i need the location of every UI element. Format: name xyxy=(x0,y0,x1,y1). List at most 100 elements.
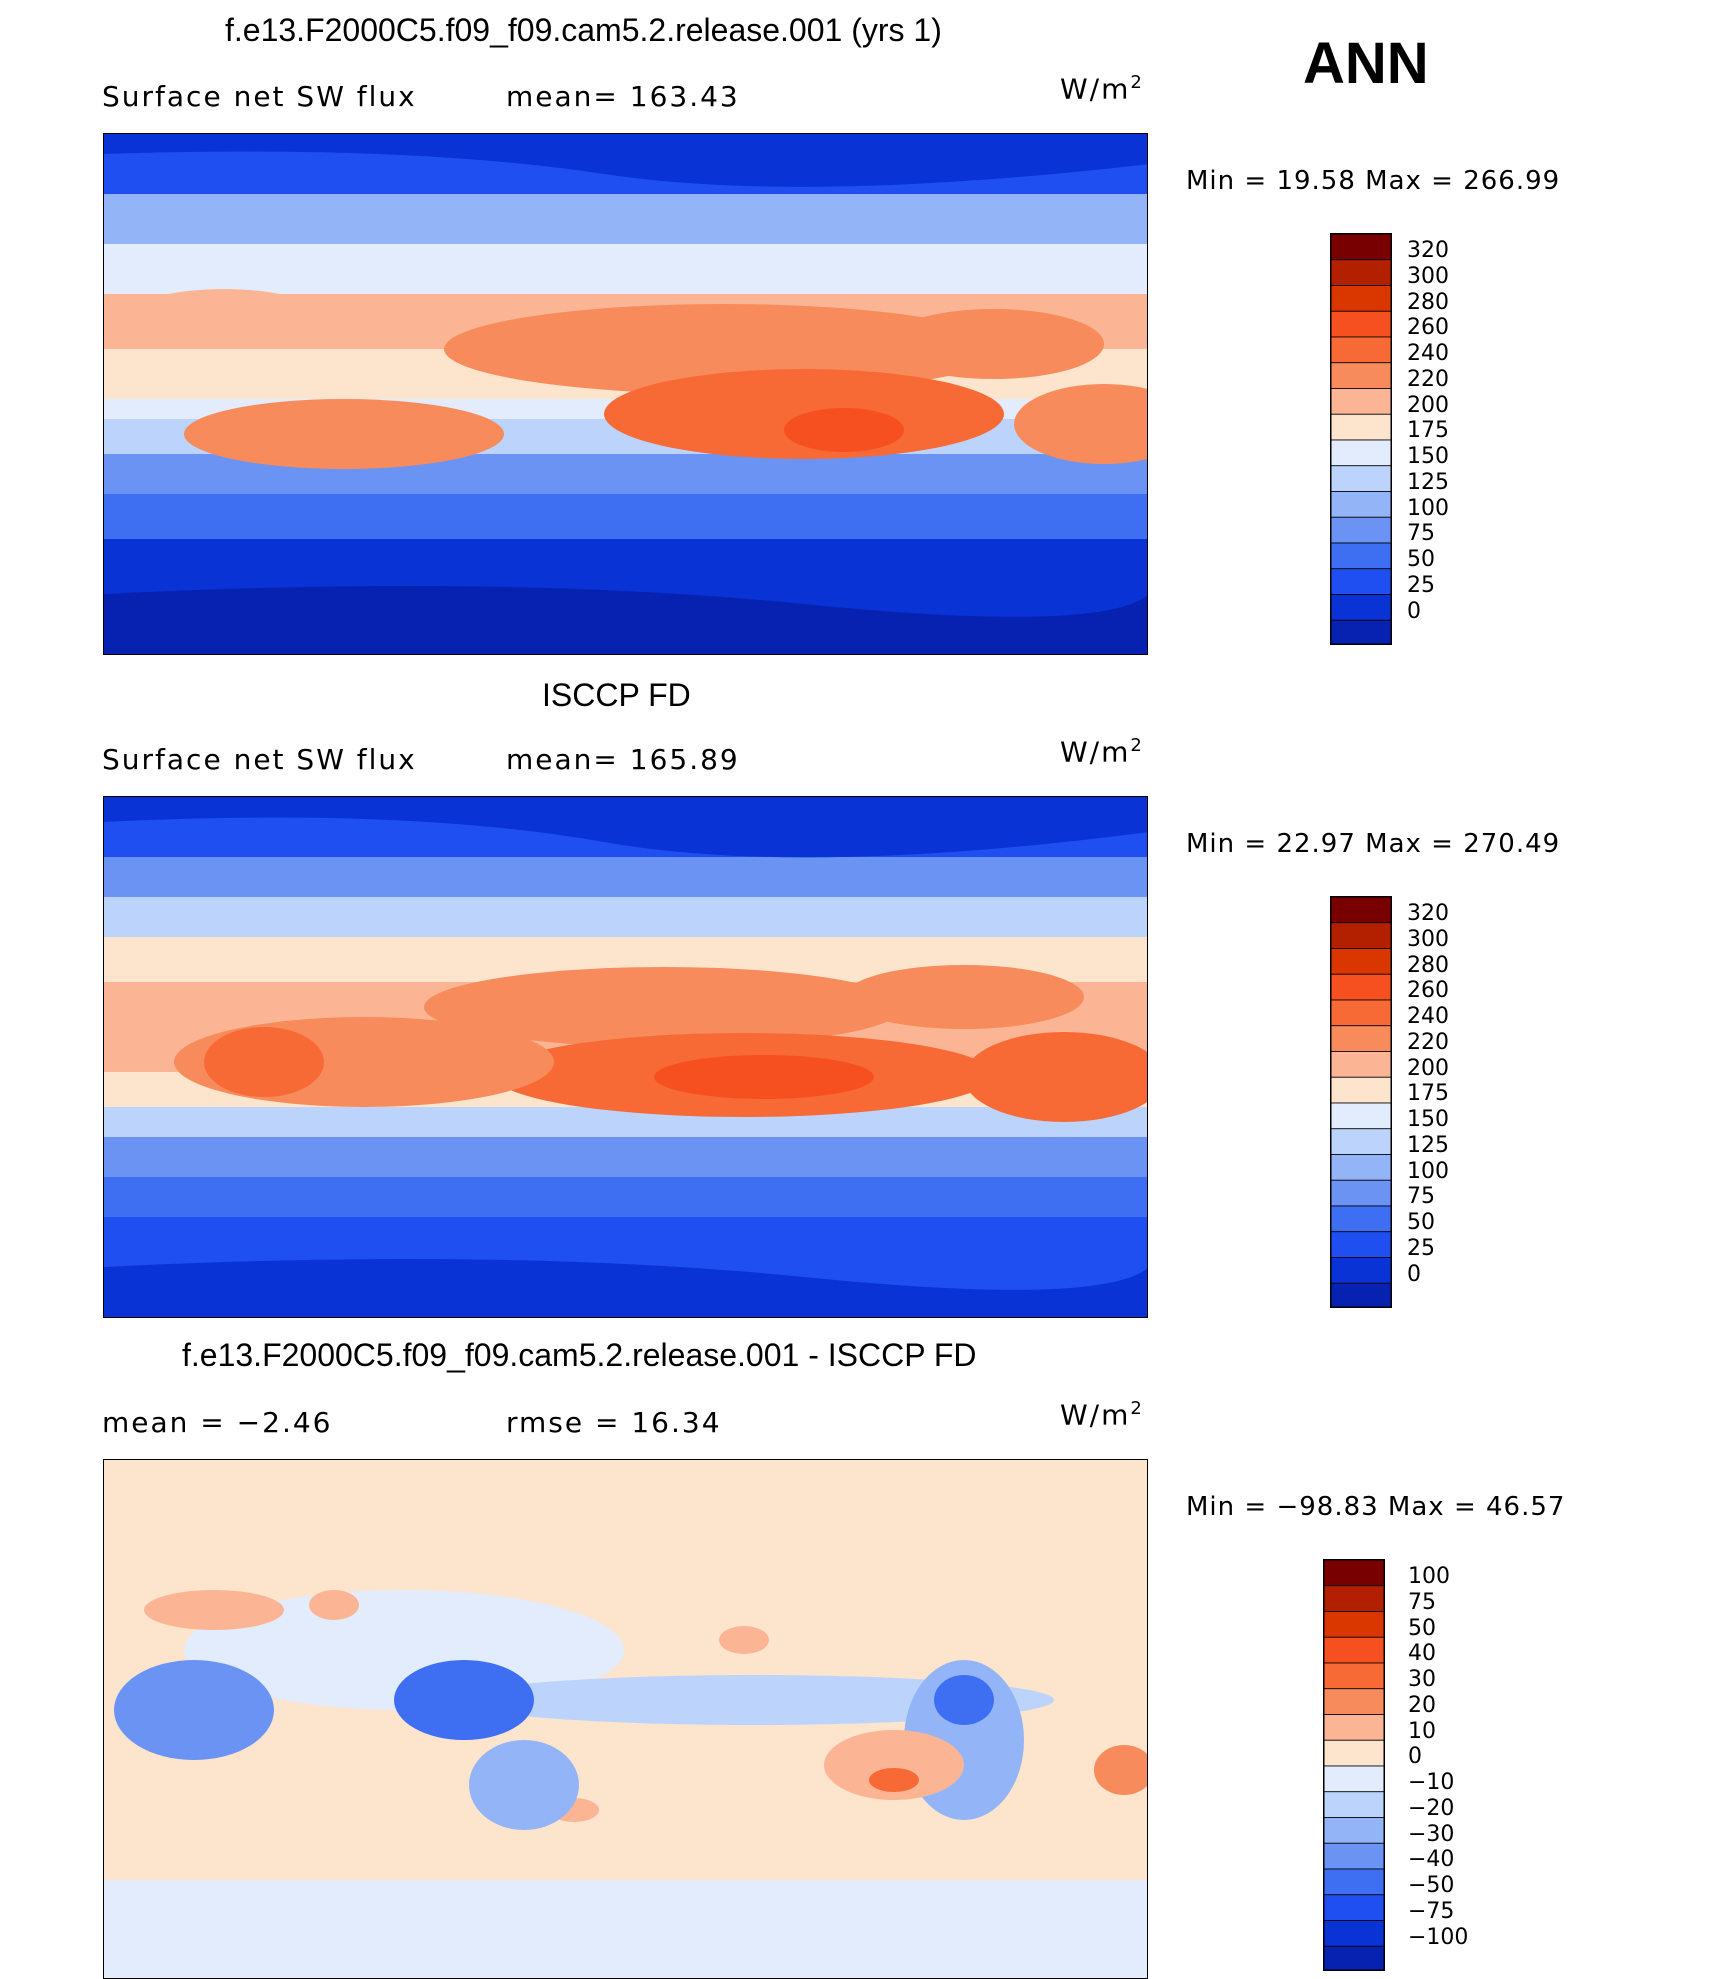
colorbar-tick-label: 0 xyxy=(1407,1261,1421,1287)
colorbar-bin-1-4 xyxy=(1330,310,1392,338)
colorbar-tick-label: 100 xyxy=(1407,1158,1449,1184)
panel-3-units: W/m2 xyxy=(1060,1398,1142,1432)
colorbar-bin-1-1 xyxy=(1330,233,1392,261)
colorbar-bin-2-9 xyxy=(1330,1102,1392,1130)
panel-2-units: W/m2 xyxy=(1060,735,1142,769)
colorbar-tick-label: −50 xyxy=(1408,1873,1455,1898)
colorbar-tick-label: 0 xyxy=(1407,598,1421,624)
colorbar-bin-1-3 xyxy=(1330,285,1392,312)
colorbar-tick-label: 240 xyxy=(1407,1004,1449,1029)
colorbar-bin-1-2 xyxy=(1330,259,1392,286)
colorbar-tick-label: 320 xyxy=(1407,238,1449,263)
panel-2-map xyxy=(103,796,1148,1318)
colorbar-tick-label: 280 xyxy=(1407,289,1449,315)
colorbar-bin-3-15 xyxy=(1323,1920,1385,1947)
panel-3-mean-label: mean = −2.46 xyxy=(102,1406,333,1439)
panel-1-title: f.e13.F2000C5.f09_f09.cam5.2.release.001… xyxy=(225,12,942,48)
colorbar-tick-label: −100 xyxy=(1408,1924,1469,1950)
colorbar-bin-2-3 xyxy=(1330,948,1392,975)
colorbar-bin-1-13 xyxy=(1330,542,1392,570)
colorbar-bin-1-11 xyxy=(1330,491,1392,518)
colorbar-bin-1-15 xyxy=(1330,594,1392,621)
panel-1-minmax: Min = 19.58 Max = 266.99 xyxy=(1186,166,1561,196)
colorbar-tick-label: 25 xyxy=(1407,572,1435,598)
colorbar-bin-3-4 xyxy=(1323,1636,1385,1664)
colorbar-bin-2-2 xyxy=(1330,922,1392,949)
colorbar-bin-2-4 xyxy=(1330,973,1392,1001)
colorbar-tick-label: 150 xyxy=(1407,444,1449,469)
colorbar-bin-2-7 xyxy=(1330,1051,1392,1078)
colorbar-tick-label: 0 xyxy=(1408,1744,1422,1770)
panel-2-colorbar xyxy=(1330,896,1392,1313)
colorbar-bin-1-16 xyxy=(1330,619,1392,647)
panel-3-map xyxy=(103,1459,1148,1979)
colorbar-bin-3-9 xyxy=(1323,1765,1385,1793)
colorbar-bin-2-12 xyxy=(1330,1179,1392,1207)
panel-2-variable-label: Surface net SW flux xyxy=(102,743,417,776)
panel-2-field xyxy=(104,797,1147,1317)
colorbar-tick-label: 75 xyxy=(1407,1184,1435,1210)
colorbar-tick-label: −20 xyxy=(1408,1795,1455,1821)
colorbar-tick-label: 300 xyxy=(1407,926,1449,952)
panel-3-colorbar-swatches xyxy=(1323,1559,1385,1973)
colorbar-bin-3-10 xyxy=(1323,1791,1385,1818)
colorbar-bin-2-1 xyxy=(1330,896,1392,924)
colorbar-bin-3-5 xyxy=(1323,1662,1385,1690)
colorbar-bin-3-8 xyxy=(1323,1739,1385,1767)
colorbar-bin-1-8 xyxy=(1330,413,1392,441)
colorbar-bin-3-7 xyxy=(1323,1714,1385,1741)
colorbar-bin-2-16 xyxy=(1330,1282,1392,1310)
colorbar-bin-3-12 xyxy=(1323,1842,1385,1870)
colorbar-tick-label: −30 xyxy=(1408,1821,1455,1847)
panel-3-rmse-label: rmse = 16.34 xyxy=(506,1406,722,1439)
panel-2-colorbar-swatches xyxy=(1330,896,1392,1310)
colorbar-tick-label: 260 xyxy=(1407,315,1449,341)
colorbar-bin-3-11 xyxy=(1323,1817,1385,1844)
colorbar-bin-2-10 xyxy=(1330,1128,1392,1155)
colorbar-tick-label: 75 xyxy=(1407,521,1435,547)
colorbar-tick-label: 50 xyxy=(1407,1210,1435,1235)
colorbar-bin-1-9 xyxy=(1330,439,1392,467)
colorbar-bin-3-6 xyxy=(1323,1688,1385,1715)
colorbar-tick-label: 30 xyxy=(1408,1667,1436,1692)
colorbar-tick-label: 100 xyxy=(1408,1564,1450,1589)
colorbar-tick-label: 260 xyxy=(1407,978,1449,1004)
colorbar-tick-label: 20 xyxy=(1408,1692,1436,1718)
colorbar-tick-label: 50 xyxy=(1407,547,1435,572)
colorbar-tick-label: 50 xyxy=(1408,1615,1436,1641)
panel-3-minmax: Min = −98.83 Max = 46.57 xyxy=(1186,1492,1566,1522)
panel-3-colorbar xyxy=(1323,1559,1385,1976)
colorbar-tick-label: 200 xyxy=(1407,1055,1449,1081)
colorbar-tick-label: 10 xyxy=(1408,1718,1436,1744)
panel-3-title: f.e13.F2000C5.f09_f09.cam5.2.release.001… xyxy=(182,1337,977,1373)
panel-1-colorbar-swatches xyxy=(1330,233,1392,647)
colorbar-bin-1-12 xyxy=(1330,516,1392,544)
colorbar-tick-label: −75 xyxy=(1408,1898,1455,1924)
panel-1-mean-label: mean= 163.43 xyxy=(506,80,740,113)
colorbar-bin-3-3 xyxy=(1323,1611,1385,1638)
colorbar-tick-label: 75 xyxy=(1408,1589,1436,1615)
panel-1-variable-label: Surface net SW flux xyxy=(102,80,417,113)
panel-2-title: ISCCP FD xyxy=(542,677,691,713)
colorbar-bin-1-7 xyxy=(1330,388,1392,415)
colorbar-bin-1-6 xyxy=(1330,362,1392,389)
panel-1-colorbar xyxy=(1330,233,1392,650)
colorbar-tick-label: 125 xyxy=(1407,1132,1449,1158)
colorbar-bin-2-6 xyxy=(1330,1025,1392,1052)
colorbar-bin-1-10 xyxy=(1330,465,1392,492)
colorbar-bin-3-1 xyxy=(1323,1559,1385,1587)
panel-2-mean-label: mean= 165.89 xyxy=(506,743,740,776)
panel-1-field xyxy=(104,134,1147,654)
colorbar-tick-label: 220 xyxy=(1407,366,1449,392)
colorbar-tick-label: 40 xyxy=(1408,1641,1436,1667)
panel-3-field xyxy=(104,1460,1147,1978)
colorbar-tick-label: 175 xyxy=(1407,1081,1449,1107)
colorbar-tick-label: −40 xyxy=(1408,1847,1455,1873)
colorbar-tick-label: 320 xyxy=(1407,901,1449,926)
colorbar-bin-3-2 xyxy=(1323,1585,1385,1612)
colorbar-bin-2-5 xyxy=(1330,999,1392,1027)
colorbar-tick-label: 200 xyxy=(1407,392,1449,418)
colorbar-bin-3-14 xyxy=(1323,1894,1385,1921)
colorbar-tick-label: 25 xyxy=(1407,1235,1435,1261)
colorbar-bin-2-14 xyxy=(1330,1231,1392,1258)
